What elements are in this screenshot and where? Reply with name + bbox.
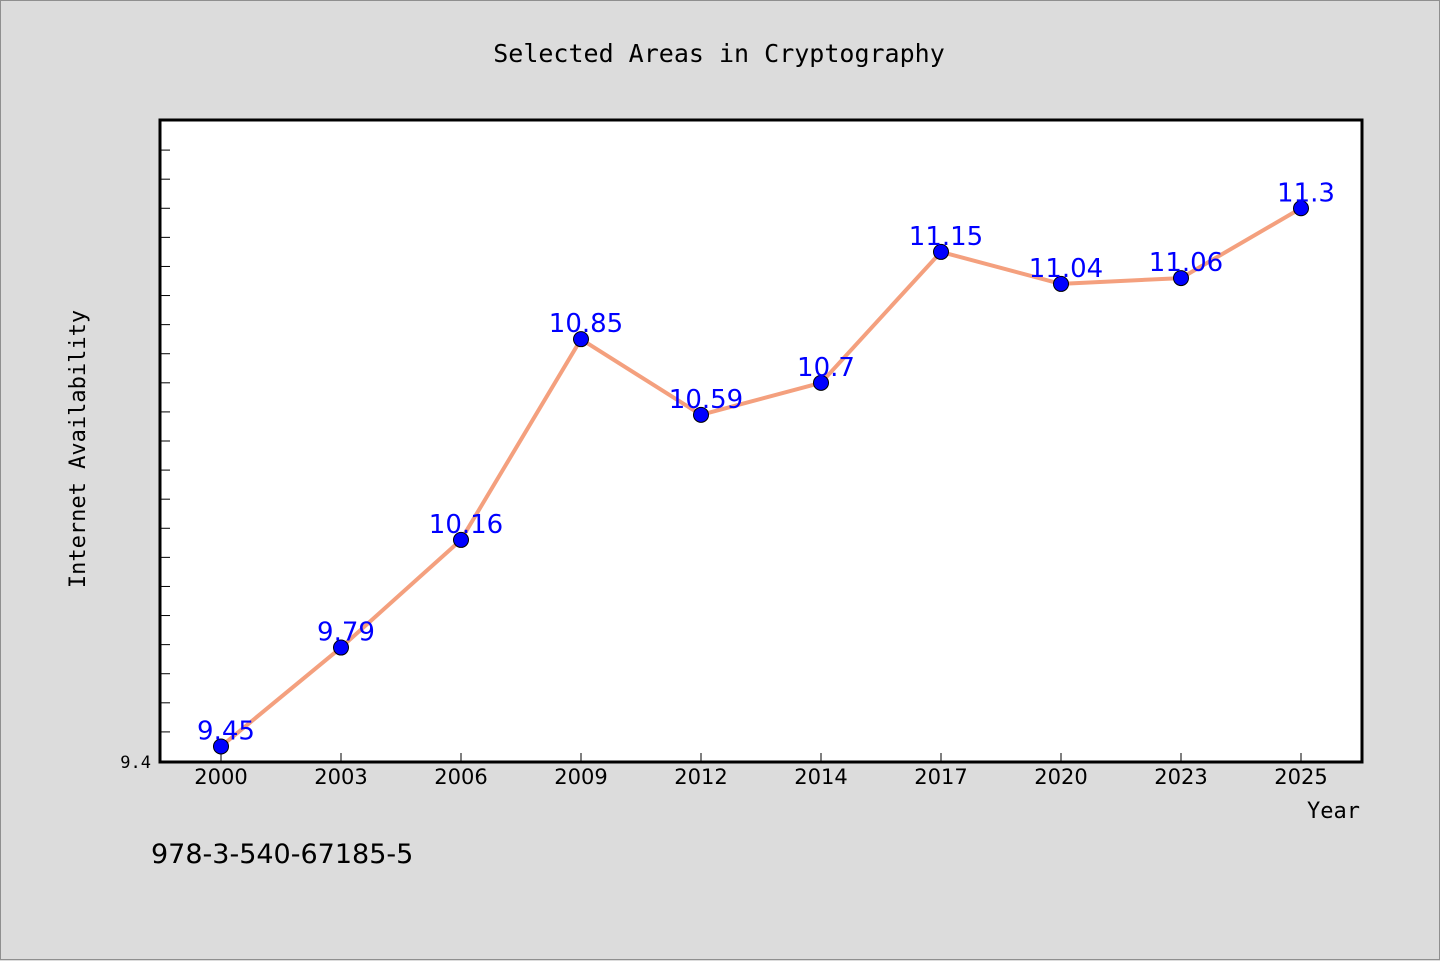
data-point-marker	[453, 531, 469, 548]
data-label: 10.59	[669, 385, 743, 415]
y-axis-label: Internet Availability	[66, 310, 91, 588]
data-point-marker	[213, 738, 229, 755]
x-tick-label: 2023	[1154, 765, 1207, 789]
data-label: 10.85	[549, 309, 623, 339]
data-label: 11.04	[1029, 254, 1103, 284]
x-tick-label: 2006	[434, 765, 487, 789]
footer-isbn-text: 978-3-540-67185-5	[151, 839, 413, 870]
data-label: 11.06	[1149, 248, 1223, 278]
data-point-marker	[573, 331, 589, 348]
data-label: 10.7	[797, 353, 855, 383]
data-label: 11.3	[1277, 178, 1335, 208]
x-tick-label: 2014	[794, 765, 847, 789]
x-tick-label: 2009	[554, 765, 607, 789]
data-point-marker	[1173, 270, 1189, 287]
y-tick-label: 9.4	[120, 753, 151, 773]
data-label: 9.45	[197, 716, 255, 746]
x-tick-label: 2012	[674, 765, 727, 789]
x-tick-label: 2000	[194, 765, 247, 789]
x-tick-label: 2020	[1034, 765, 1087, 789]
plot-area	[158, 118, 1364, 764]
data-point-marker	[933, 243, 949, 260]
chart-title: Selected Areas in Cryptography	[493, 39, 945, 68]
data-point-marker	[693, 406, 709, 423]
series-line	[219, 206, 1303, 749]
y-axis-ticks	[160, 149, 170, 733]
x-axis-ticks: 2000 2003 2006 2009 2012 2014 2017 2020 2023 2025	[194, 753, 1328, 789]
data-label: 9.79	[317, 618, 375, 648]
data-point-marker	[1293, 200, 1309, 217]
data-label: 11.15	[909, 222, 983, 252]
x-tick-label: 2025	[1274, 765, 1327, 789]
x-tick-label: 2017	[914, 765, 967, 789]
data-label: 10.16	[429, 510, 503, 540]
data-point-marker	[1053, 275, 1069, 292]
x-axis-label: Year	[1307, 799, 1360, 824]
data-point-marker	[813, 374, 829, 391]
x-tick-label: 2003	[314, 765, 367, 789]
series-group: 9.45 9.79 10.16 10.85 10.59 10.7 11.15 11.04 11.…	[197, 178, 1335, 755]
data-point-marker	[333, 639, 349, 656]
